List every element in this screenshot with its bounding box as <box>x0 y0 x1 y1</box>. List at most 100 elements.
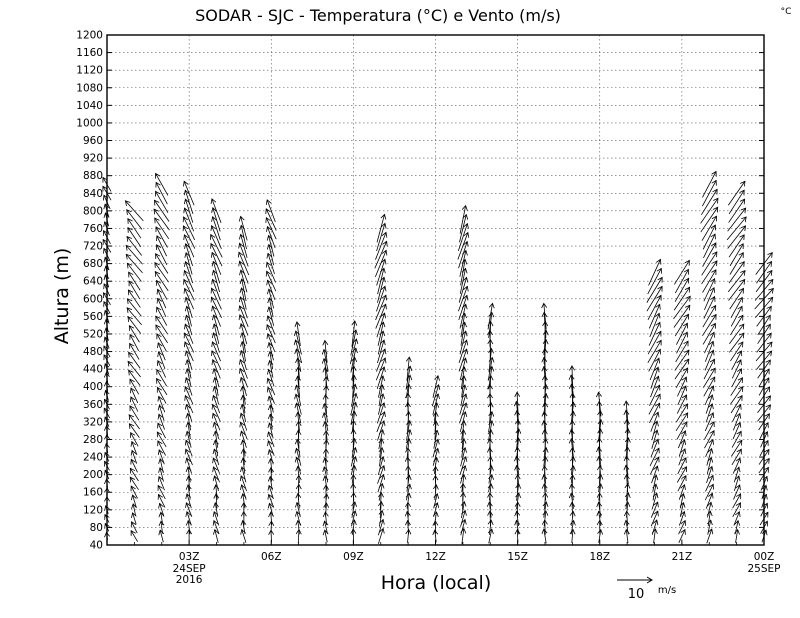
y-tick-label: 560 <box>83 311 103 323</box>
wind-arrow-head <box>711 313 717 320</box>
wind-arrow-shaft <box>433 493 438 509</box>
wind-arrow <box>128 271 141 291</box>
wind-arrow-head <box>210 198 217 205</box>
wind-arrow-head <box>652 474 659 481</box>
wind-arrow <box>459 402 468 424</box>
wind-arrow-head <box>129 476 136 483</box>
y-tick-label: 920 <box>83 153 103 165</box>
wind-arrow-shaft <box>730 315 744 336</box>
wind-vectors <box>102 170 774 545</box>
wind-arrow-shaft <box>127 361 142 378</box>
wind-arrow <box>130 458 138 473</box>
wind-arrow-shaft <box>242 520 246 535</box>
wind-arrow-head <box>125 244 132 251</box>
wind-arrow-head <box>709 385 715 392</box>
wind-arrow-shaft <box>648 394 661 415</box>
wind-arrow <box>650 501 659 518</box>
wind-arrow-shaft <box>489 519 492 535</box>
wind-arrow <box>238 215 248 241</box>
wind-arrow-head <box>708 412 715 419</box>
wind-arrow <box>127 289 141 308</box>
wind-arrow-shaft <box>296 403 302 424</box>
y-tick-label: 1120 <box>76 65 103 77</box>
wind-arrow-shaft <box>543 501 547 518</box>
wind-arrow-shaft <box>184 190 194 215</box>
wind-arrow-head <box>657 276 663 283</box>
wind-arrow-head <box>736 403 742 410</box>
wind-arrow-shaft <box>598 529 602 543</box>
wind-arrow-head <box>103 318 110 325</box>
wind-arrow-shaft <box>626 474 629 493</box>
wind-arrow-shaft <box>154 217 170 240</box>
wind-arrow-shaft <box>376 313 385 338</box>
wind-arrow <box>158 520 165 534</box>
x-tick-label: 06Z <box>261 551 282 563</box>
wind-arrow-shaft <box>378 447 383 467</box>
wind-arrow <box>154 261 169 283</box>
wind-arrow-head <box>460 491 467 498</box>
wind-arrow-head <box>541 356 548 363</box>
wind-arrow-head <box>654 456 660 463</box>
wind-arrow-head <box>295 411 302 418</box>
wind-arrow-shaft <box>459 214 467 243</box>
wind-arrow-shaft <box>488 501 492 518</box>
wind-arrow-head <box>623 400 630 406</box>
wind-arrow <box>213 493 220 509</box>
wind-arrow-shaft <box>214 386 219 405</box>
wind-arrow-head <box>433 502 440 509</box>
wind-arrow-shaft <box>269 351 274 370</box>
wind-arrow-head <box>239 430 246 437</box>
wind-arrow-head <box>569 365 576 371</box>
wind-arrow <box>730 305 743 327</box>
wind-arrow <box>267 413 274 430</box>
wind-arrow <box>676 466 687 483</box>
wind-arrow-head <box>157 395 164 402</box>
wind-arrow <box>238 314 249 336</box>
wind-arrow-shaft <box>675 412 689 432</box>
wind-arrow-head <box>240 484 246 491</box>
wind-arrow-head <box>265 270 272 277</box>
wind-arrow-shaft <box>185 377 193 396</box>
wind-arrow-shaft <box>267 333 276 352</box>
wind-arrow <box>238 233 248 258</box>
wind-arrow <box>596 455 603 476</box>
wind-arrow <box>731 359 742 379</box>
wind-arrow-shaft <box>351 357 356 382</box>
wind-arrow-head <box>182 216 189 223</box>
wind-arrow-shaft <box>128 414 140 430</box>
wind-arrow <box>732 457 741 474</box>
wind-arrow-shaft <box>461 528 465 544</box>
wind-arrow-shaft <box>240 296 248 319</box>
wind-arrow-shaft <box>458 349 468 372</box>
wind-arrow-shaft <box>185 440 193 457</box>
wind-arrow-head <box>712 188 718 195</box>
wind-arrow-shaft <box>159 458 164 473</box>
wind-arrow-shaft <box>731 359 742 379</box>
wind-arrow-shaft <box>678 529 686 543</box>
wind-arrow-head <box>681 457 687 464</box>
wind-arrow-shaft <box>626 446 628 468</box>
wind-arrow-shaft <box>377 474 384 493</box>
wind-arrow-shaft <box>458 241 468 269</box>
wind-arrow <box>457 231 470 260</box>
wind-arrow-head <box>157 351 163 358</box>
corner-unit-label: °C <box>781 7 792 17</box>
wind-arrow-head <box>238 215 245 222</box>
wind-arrow-head <box>713 197 719 204</box>
wind-arrow-shaft <box>188 475 191 491</box>
wind-arrow-head <box>404 519 411 526</box>
wind-arrow-shaft <box>324 439 328 457</box>
wind-arrow-head <box>569 501 576 508</box>
wind-arrow <box>323 502 330 517</box>
wind-arrow-head <box>739 261 745 267</box>
wind-arrow-head <box>405 410 412 417</box>
y-tick-label: 1040 <box>76 100 103 112</box>
wind-arrow-shaft <box>267 431 275 448</box>
wind-arrow <box>295 357 301 381</box>
wind-arrow-shaft <box>295 339 303 364</box>
wind-arrow-head <box>486 501 493 507</box>
wind-arrow <box>266 225 276 248</box>
wind-arrow-shaft <box>325 503 327 517</box>
wind-arrow-shaft <box>374 241 388 269</box>
wind-arrow-head <box>155 253 161 259</box>
